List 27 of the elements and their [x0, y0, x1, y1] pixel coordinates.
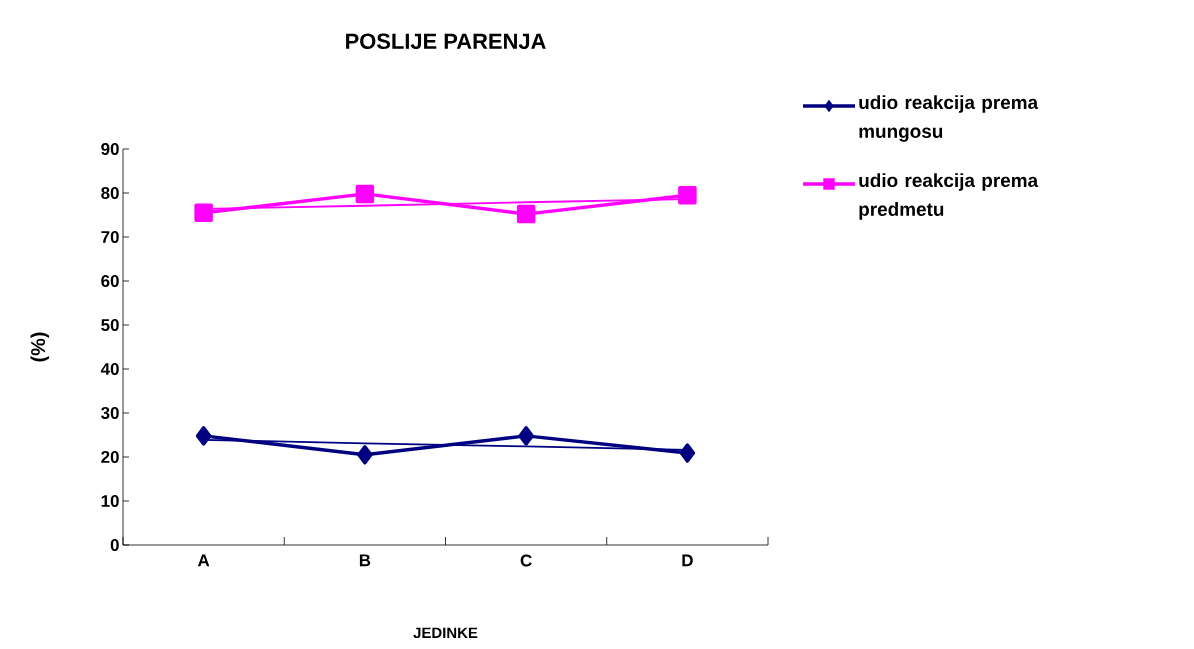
x-tick-label: A — [197, 554, 210, 567]
y-tick-label: 0 — [110, 538, 119, 551]
y-tick-label: 80 — [101, 187, 119, 199]
point — [518, 426, 534, 446]
point — [194, 203, 213, 223]
y-tick-label: 90 — [101, 143, 119, 155]
x-tick-label: C — [520, 554, 532, 567]
x-tick-label: B — [359, 554, 371, 567]
y-tick-label: 20 — [101, 450, 119, 463]
point — [195, 426, 212, 446]
y-tick-label: 40 — [100, 363, 119, 375]
y-tick-label: 60 — [101, 275, 119, 287]
x-tick-label: D — [682, 554, 693, 567]
point — [357, 445, 373, 465]
point — [355, 184, 375, 204]
y-axis-title: (%) — [30, 332, 50, 362]
point — [678, 185, 697, 205]
y-tick-label: 30 — [101, 406, 119, 419]
point — [679, 443, 696, 463]
x-axis-title: JEDINKE — [413, 627, 478, 639]
chart-title: POSLIJE PARENJA — [346, 33, 546, 50]
y-tick-label: 70 — [101, 231, 119, 243]
y-tick-label: 50 — [101, 319, 119, 331]
point — [516, 204, 536, 224]
y-tick-label: 10 — [101, 494, 119, 507]
legend-label: udio reakcija prema mungosu — [859, 95, 1039, 142]
legend-label: udio reakcija prema predmetu — [859, 173, 1039, 220]
